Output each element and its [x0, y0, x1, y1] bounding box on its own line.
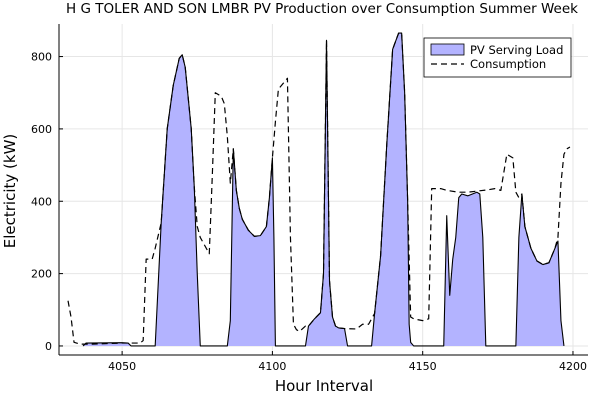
axes: [58, 24, 588, 356]
legend-swatch-pv: [430, 43, 465, 56]
pv-serving-load-area: [83, 33, 564, 346]
x-tick-label-2: 4150: [409, 360, 437, 373]
legend-label-consumption: Consumption: [470, 57, 546, 71]
x-tick-label-1: 4100: [258, 360, 286, 373]
chart-title: H G TOLER AND SON LMBR PV Production ove…: [66, 1, 578, 17]
x-tick-label-3: 4200: [559, 360, 587, 373]
consumption-line: [67, 32, 571, 345]
y-tick-label-3: 600: [31, 123, 52, 136]
y-axis-label: Electricity (kW): [1, 134, 19, 249]
legend: PV Serving Load Consumption: [423, 37, 572, 78]
legend-label-pv: PV Serving Load: [470, 43, 563, 57]
x-axis-label: Hour Interval: [275, 377, 373, 395]
y-tick-label-4: 800: [31, 51, 52, 64]
y-tick-label-2: 400: [31, 195, 52, 208]
line-layer: [67, 32, 571, 345]
y-tick-label-0: 0: [45, 340, 52, 353]
x-tick-label-0: 4050: [108, 360, 136, 373]
y-tick-label-1: 200: [31, 268, 52, 281]
tick-labels: 4050 4100 4150 4200 0 200 400 600 800: [31, 51, 587, 373]
